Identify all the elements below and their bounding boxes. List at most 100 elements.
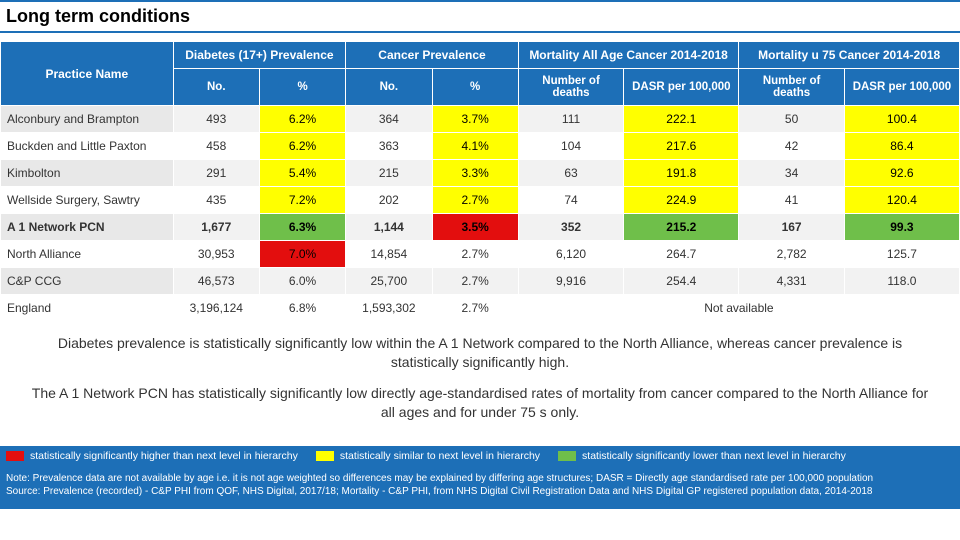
data-cell: 30,953 [173, 241, 259, 268]
data-cell: 99.3 [844, 214, 959, 241]
table-row: A 1 Network PCN1,6776.3%1,1443.5%352215.… [1, 214, 960, 241]
data-cell: 217.6 [624, 133, 739, 160]
data-cell: 2,782 [739, 241, 844, 268]
data-cell: 3.3% [432, 160, 518, 187]
data-cell: 6.8% [259, 295, 345, 322]
data-cell: 6.0% [259, 268, 345, 295]
data-cell: 6.3% [259, 214, 345, 241]
data-cell: 118.0 [844, 268, 959, 295]
table-row: Buckden and Little Paxton4586.2%3634.1%1… [1, 133, 960, 160]
footnote-source: Source: Prevalence (recorded) - C&P PHI … [6, 485, 954, 499]
practice-name-cell: England [1, 295, 174, 322]
practice-name-cell: C&P CCG [1, 268, 174, 295]
data-cell: 42 [739, 133, 844, 160]
sub-header: Number of deaths [518, 69, 623, 106]
data-cell: 9,916 [518, 268, 623, 295]
data-cell: 5.4% [259, 160, 345, 187]
data-cell: 167 [739, 214, 844, 241]
data-cell: 50 [739, 106, 844, 133]
sub-header: % [432, 69, 518, 106]
data-cell: 215 [346, 160, 432, 187]
data-cell: 493 [173, 106, 259, 133]
data-cell: 435 [173, 187, 259, 214]
data-cell: 4.1% [432, 133, 518, 160]
data-cell: 6.2% [259, 106, 345, 133]
data-cell: 264.7 [624, 241, 739, 268]
legend-item: statistically similar to next level in h… [316, 450, 540, 462]
sub-header: DASR per 100,000 [624, 69, 739, 106]
data-cell: 63 [518, 160, 623, 187]
data-cell: 46,573 [173, 268, 259, 295]
sub-header: DASR per 100,000 [844, 69, 959, 106]
data-cell: 100.4 [844, 106, 959, 133]
sub-header: No. [173, 69, 259, 106]
title-bar: Long term conditions [0, 0, 960, 33]
data-cell: 92.6 [844, 160, 959, 187]
data-cell: 7.0% [259, 241, 345, 268]
table-row: C&P CCG46,5736.0%25,7002.7%9,916254.44,3… [1, 268, 960, 295]
data-cell: 25,700 [346, 268, 432, 295]
data-cell: 111 [518, 106, 623, 133]
data-cell: 352 [518, 214, 623, 241]
table-row: England3,196,1246.8%1,593,3022.7%Not ava… [1, 295, 960, 322]
col-group-cancer: Cancer Prevalence [346, 42, 519, 69]
commentary-block: Diabetes prevalence is statistically sig… [0, 322, 960, 446]
legend-swatch [558, 451, 576, 461]
sub-header: % [259, 69, 345, 106]
legend-swatch [316, 451, 334, 461]
data-cell: 458 [173, 133, 259, 160]
footnote-block: Note: Prevalence data are not available … [0, 466, 960, 509]
data-cell: 2.7% [432, 187, 518, 214]
practice-name-cell: Alconbury and Brampton [1, 106, 174, 133]
data-cell: 6,120 [518, 241, 623, 268]
data-cell: Not available [518, 295, 959, 322]
data-cell: 191.8 [624, 160, 739, 187]
col-group-diabetes: Diabetes (17+) Prevalence [173, 42, 346, 69]
table-row: North Alliance30,9537.0%14,8542.7%6,1202… [1, 241, 960, 268]
col-practice: Practice Name [1, 42, 174, 106]
data-cell: 291 [173, 160, 259, 187]
practice-name-cell: Kimbolton [1, 160, 174, 187]
data-cell: 363 [346, 133, 432, 160]
data-cell: 2.7% [432, 241, 518, 268]
data-cell: 222.1 [624, 106, 739, 133]
data-cell: 104 [518, 133, 623, 160]
legend-label: statistically significantly higher than … [30, 450, 298, 462]
commentary-p2: The A 1 Network PCN has statistically si… [28, 384, 932, 422]
data-cell: 1,144 [346, 214, 432, 241]
data-cell: 215.2 [624, 214, 739, 241]
data-cell: 3.5% [432, 214, 518, 241]
practice-name-cell: North Alliance [1, 241, 174, 268]
data-cell: 3.7% [432, 106, 518, 133]
data-cell: 2.7% [432, 268, 518, 295]
data-cell: 125.7 [844, 241, 959, 268]
data-cell: 86.4 [844, 133, 959, 160]
practice-name-cell: Wellside Surgery, Sawtry [1, 187, 174, 214]
sub-header: Number of deaths [739, 69, 844, 106]
legend-label: statistically similar to next level in h… [340, 450, 540, 462]
page-title: Long term conditions [0, 2, 960, 31]
data-cell: 202 [346, 187, 432, 214]
data-cell: 1,677 [173, 214, 259, 241]
legend-bar: statistically significantly higher than … [0, 446, 960, 466]
col-group-mort-all: Mortality All Age Cancer 2014-2018 [518, 42, 739, 69]
data-cell: 7.2% [259, 187, 345, 214]
footnote-note: Note: Prevalence data are not available … [6, 472, 954, 486]
data-cell: 2.7% [432, 295, 518, 322]
data-cell: 364 [346, 106, 432, 133]
commentary-p1: Diabetes prevalence is statistically sig… [28, 334, 932, 372]
col-group-mort-u75: Mortality u 75 Cancer 2014-2018 [739, 42, 960, 69]
data-cell: 14,854 [346, 241, 432, 268]
data-cell: 120.4 [844, 187, 959, 214]
legend-label: statistically significantly lower than n… [582, 450, 846, 462]
conditions-table: Practice Name Diabetes (17+) Prevalence … [0, 41, 960, 322]
table-row: Alconbury and Brampton4936.2%3643.7%1112… [1, 106, 960, 133]
data-cell: 224.9 [624, 187, 739, 214]
legend-item: statistically significantly higher than … [6, 450, 298, 462]
data-cell: 1,593,302 [346, 295, 432, 322]
data-cell: 254.4 [624, 268, 739, 295]
legend-swatch [6, 451, 24, 461]
practice-name-cell: Buckden and Little Paxton [1, 133, 174, 160]
table-row: Wellside Surgery, Sawtry4357.2%2022.7%74… [1, 187, 960, 214]
data-cell: 4,331 [739, 268, 844, 295]
